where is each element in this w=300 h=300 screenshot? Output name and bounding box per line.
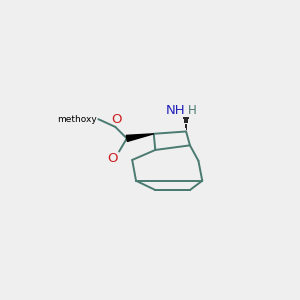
Text: O: O xyxy=(107,152,118,165)
Text: methoxy: methoxy xyxy=(57,115,97,124)
Text: H: H xyxy=(188,104,196,117)
Text: NH: NH xyxy=(166,104,185,117)
Polygon shape xyxy=(126,134,154,141)
Text: O: O xyxy=(111,113,121,126)
